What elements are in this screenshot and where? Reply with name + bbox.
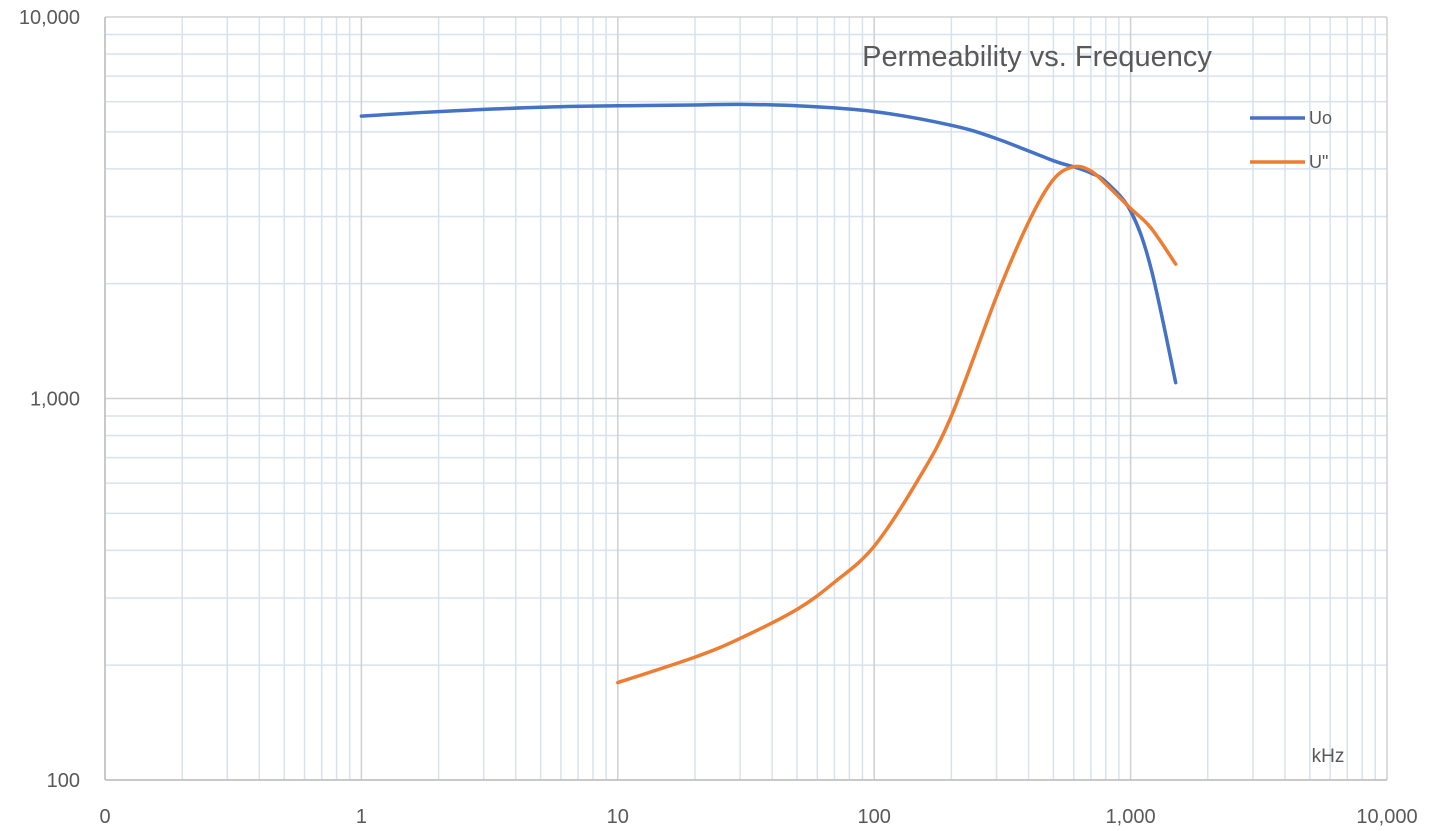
x-tick-label: 10,000: [1356, 806, 1417, 828]
x-tick-label: 1,000: [1106, 806, 1156, 828]
legend: Uo U": [1250, 108, 1332, 172]
series-line-u-double-prime: [616, 164, 1178, 685]
chart-title: Permeability vs. Frequency: [862, 41, 1212, 73]
x-axis-unit-annotation: kHz: [1312, 746, 1345, 767]
y-tick-label: 10,000: [19, 7, 80, 29]
x-tick-labels: 0 1 10 100 1,000 10,000: [99, 806, 1417, 828]
legend-label-uo: Uo: [1309, 108, 1332, 128]
x-tick-label: 1: [356, 806, 367, 828]
legend-label-u-double-prime: U": [1309, 152, 1328, 172]
x-tick-label: 10: [607, 806, 629, 828]
plot-axes: [104, 17, 1387, 781]
x-tick-label: 100: [858, 806, 891, 828]
y-tick-labels: 100 1,000 10,000: [19, 7, 80, 792]
y-tick-label: 1,000: [30, 389, 80, 411]
series-layer: [359, 102, 1178, 685]
y-tick-label: 100: [47, 770, 80, 792]
x-tick-label: 0: [99, 806, 110, 828]
